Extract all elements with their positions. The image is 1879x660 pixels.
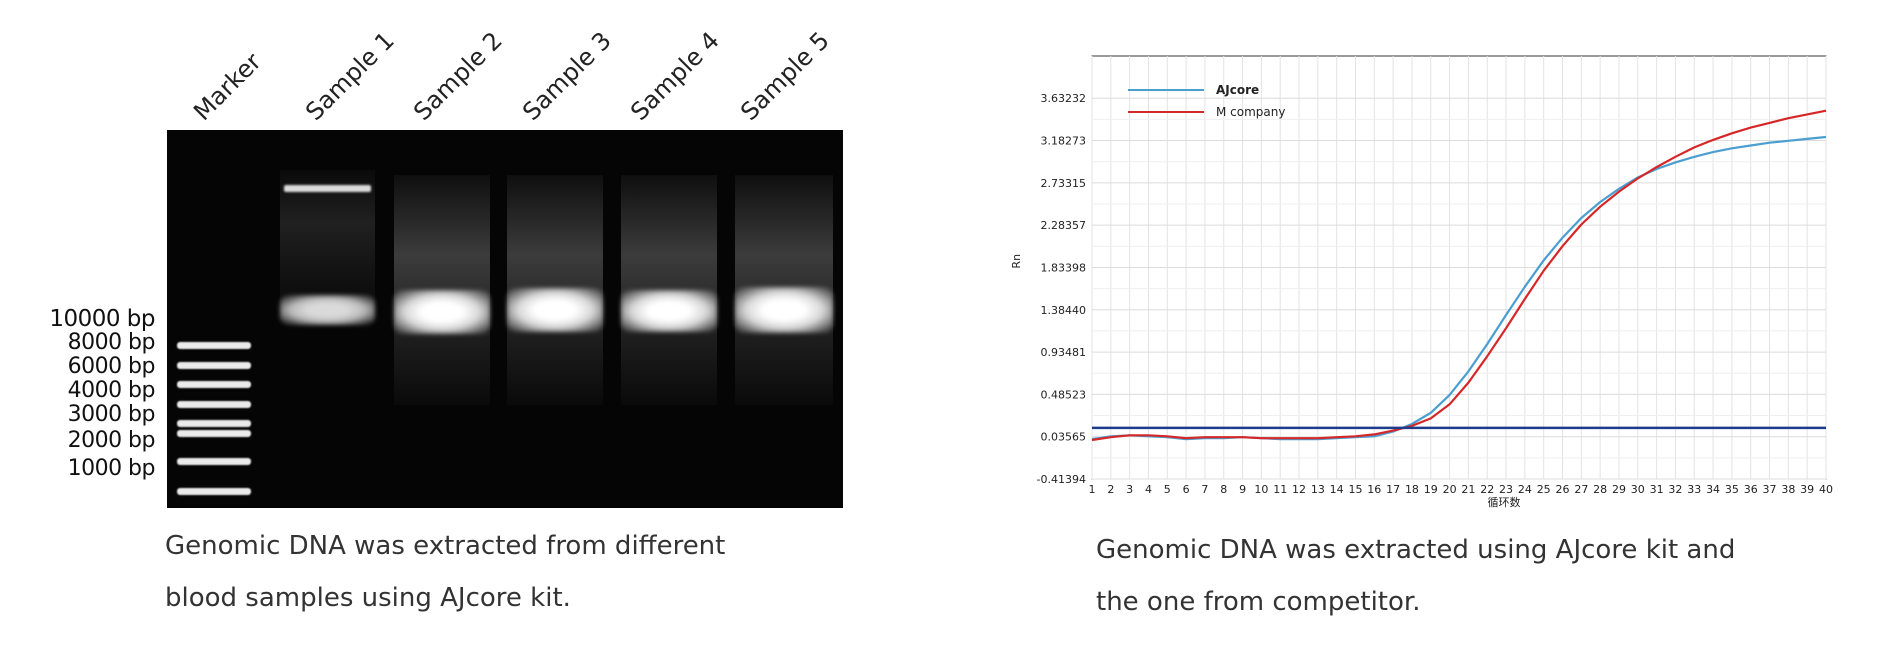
x-tick-label: 39 <box>1800 483 1814 496</box>
genomic-band <box>280 295 375 325</box>
x-tick-label: 28 <box>1593 483 1607 496</box>
x-tick-label: 19 <box>1424 483 1438 496</box>
y-tick-label: 0.48523 <box>1041 388 1087 401</box>
ladder-band <box>177 342 251 349</box>
ladder-label-1000: 1000 bp <box>67 456 156 481</box>
chart-caption-line-1: Genomic DNA was extracted using AJcore k… <box>1096 535 1736 565</box>
x-tick-label: 36 <box>1744 483 1758 496</box>
gel-lane-sample-4 <box>621 130 717 508</box>
x-axis-label: 循环数 <box>1488 496 1521 509</box>
y-tick-label: -0.41394 <box>1037 473 1086 486</box>
x-tick-label: 34 <box>1706 483 1720 496</box>
amplification-chart: 3.63232 3.18273 2.73315 2.28357 1.83398 1.384… <box>1010 40 1879 520</box>
x-tick-label: 5 <box>1164 483 1171 496</box>
x-tick-label: 40 <box>1819 483 1833 496</box>
ladder-band <box>177 488 251 495</box>
lane-header-sample-5: Sample 5 <box>735 26 835 127</box>
legend-label: M company <box>1216 105 1285 119</box>
lane-header-sample-1: Sample 1 <box>300 26 400 127</box>
x-tick-label: 33 <box>1687 483 1701 496</box>
x-tick-label: 23 <box>1499 483 1513 496</box>
x-tick-label: 29 <box>1612 483 1626 496</box>
lane-header-marker: Marker <box>188 47 267 126</box>
genomic-band <box>507 288 603 332</box>
ladder-band <box>177 430 251 437</box>
x-tick-label: 24 <box>1518 483 1532 496</box>
genomic-band <box>621 290 717 332</box>
x-tick-label: 38 <box>1781 483 1795 496</box>
gel-lane-sample-1 <box>280 130 375 508</box>
y-tick-label: 2.73315 <box>1041 177 1087 190</box>
ladder-label-2000: 2000 bp <box>67 428 156 453</box>
ladder-label-4000: 4000 bp <box>67 378 156 403</box>
lane-header-sample-4: Sample 4 <box>625 26 725 127</box>
x-tick-label: 31 <box>1650 483 1664 496</box>
x-tick-label: 32 <box>1668 483 1682 496</box>
lane-header-sample-3: Sample 3 <box>517 26 617 127</box>
y-tick-label: 2.28357 <box>1041 219 1087 232</box>
x-tick-label: 10 <box>1254 483 1268 496</box>
x-tick-label: 9 <box>1239 483 1246 496</box>
x-tick-label: 11 <box>1273 483 1287 496</box>
x-tick-label: 17 <box>1386 483 1400 496</box>
gel-lane-sample-3 <box>507 130 603 508</box>
x-tick-label: 3 <box>1126 483 1133 496</box>
y-tick-label: 1.83398 <box>1041 261 1087 274</box>
x-tick-label: 1 <box>1089 483 1096 496</box>
series-line-m-company <box>1091 109 1827 442</box>
ladder-band <box>177 420 251 427</box>
lane-header-sample-2: Sample 2 <box>408 26 508 127</box>
y-tick-label: 3.18273 <box>1041 135 1087 148</box>
y-axis-label: Rn <box>1010 254 1023 269</box>
x-tick-label: 22 <box>1480 483 1494 496</box>
x-tick-label: 26 <box>1556 483 1570 496</box>
ladder-band <box>177 458 251 465</box>
x-tick-label: 2 <box>1107 483 1114 496</box>
gel-lane-sample-5 <box>735 130 833 508</box>
x-tick-label: 25 <box>1537 483 1551 496</box>
x-tick-label: 14 <box>1330 483 1344 496</box>
legend-label: AJcore <box>1216 83 1259 97</box>
x-tick-label: 13 <box>1311 483 1325 496</box>
chart-caption-line-2: the one from competitor. <box>1096 587 1421 617</box>
x-tick-label: 8 <box>1220 483 1227 496</box>
y-tick-label: 0.03565 <box>1041 431 1087 444</box>
x-tick-label: 20 <box>1443 483 1457 496</box>
ladder-band <box>177 381 251 388</box>
gel-caption-line-2: blood samples using AJcore kit. <box>165 583 571 613</box>
x-tick-label: 27 <box>1574 483 1588 496</box>
genomic-band <box>735 287 833 333</box>
genomic-band <box>394 290 490 334</box>
x-tick-label: 18 <box>1405 483 1419 496</box>
well-band <box>284 185 371 192</box>
ladder-label-8000: 8000 bp <box>67 330 156 355</box>
x-tick-label: 7 <box>1201 483 1208 496</box>
x-tick-label: 4 <box>1145 483 1152 496</box>
gel-panel: Marker Sample 1 Sample 2 Sample 3 Sample… <box>0 0 880 660</box>
gel-image <box>167 130 843 508</box>
y-tick-label: 1.38440 <box>1041 304 1087 317</box>
x-tick-label: 21 <box>1461 483 1475 496</box>
y-tick-label: 0.93481 <box>1041 346 1087 359</box>
x-tick-label: 37 <box>1763 483 1777 496</box>
chart-svg: 3.63232 3.18273 2.73315 2.28357 1.83398 1.384… <box>1010 55 1833 509</box>
x-tick-label: 12 <box>1292 483 1306 496</box>
ladder-label-10000: 10000 bp <box>49 306 155 332</box>
chart-caption: Genomic DNA was extracted using AJcore k… <box>1096 524 1856 628</box>
ladder-label-6000: 6000 bp <box>67 354 156 379</box>
gel-lane-marker <box>167 130 262 508</box>
x-tick-label: 30 <box>1631 483 1645 496</box>
gel-caption: Genomic DNA was extracted from different… <box>165 520 865 624</box>
gel-caption-line-1: Genomic DNA was extracted from different <box>165 531 726 561</box>
ladder-band <box>177 362 251 369</box>
gel-lane-sample-2 <box>394 130 490 508</box>
y-tick-label: 3.63232 <box>1041 92 1087 105</box>
ladder-label-3000: 3000 bp <box>67 402 156 427</box>
x-tick-label: 16 <box>1367 483 1381 496</box>
x-tick-label: 35 <box>1725 483 1739 496</box>
ladder-band <box>177 401 251 408</box>
x-tick-label: 15 <box>1348 483 1362 496</box>
x-tick-label: 6 <box>1183 483 1190 496</box>
